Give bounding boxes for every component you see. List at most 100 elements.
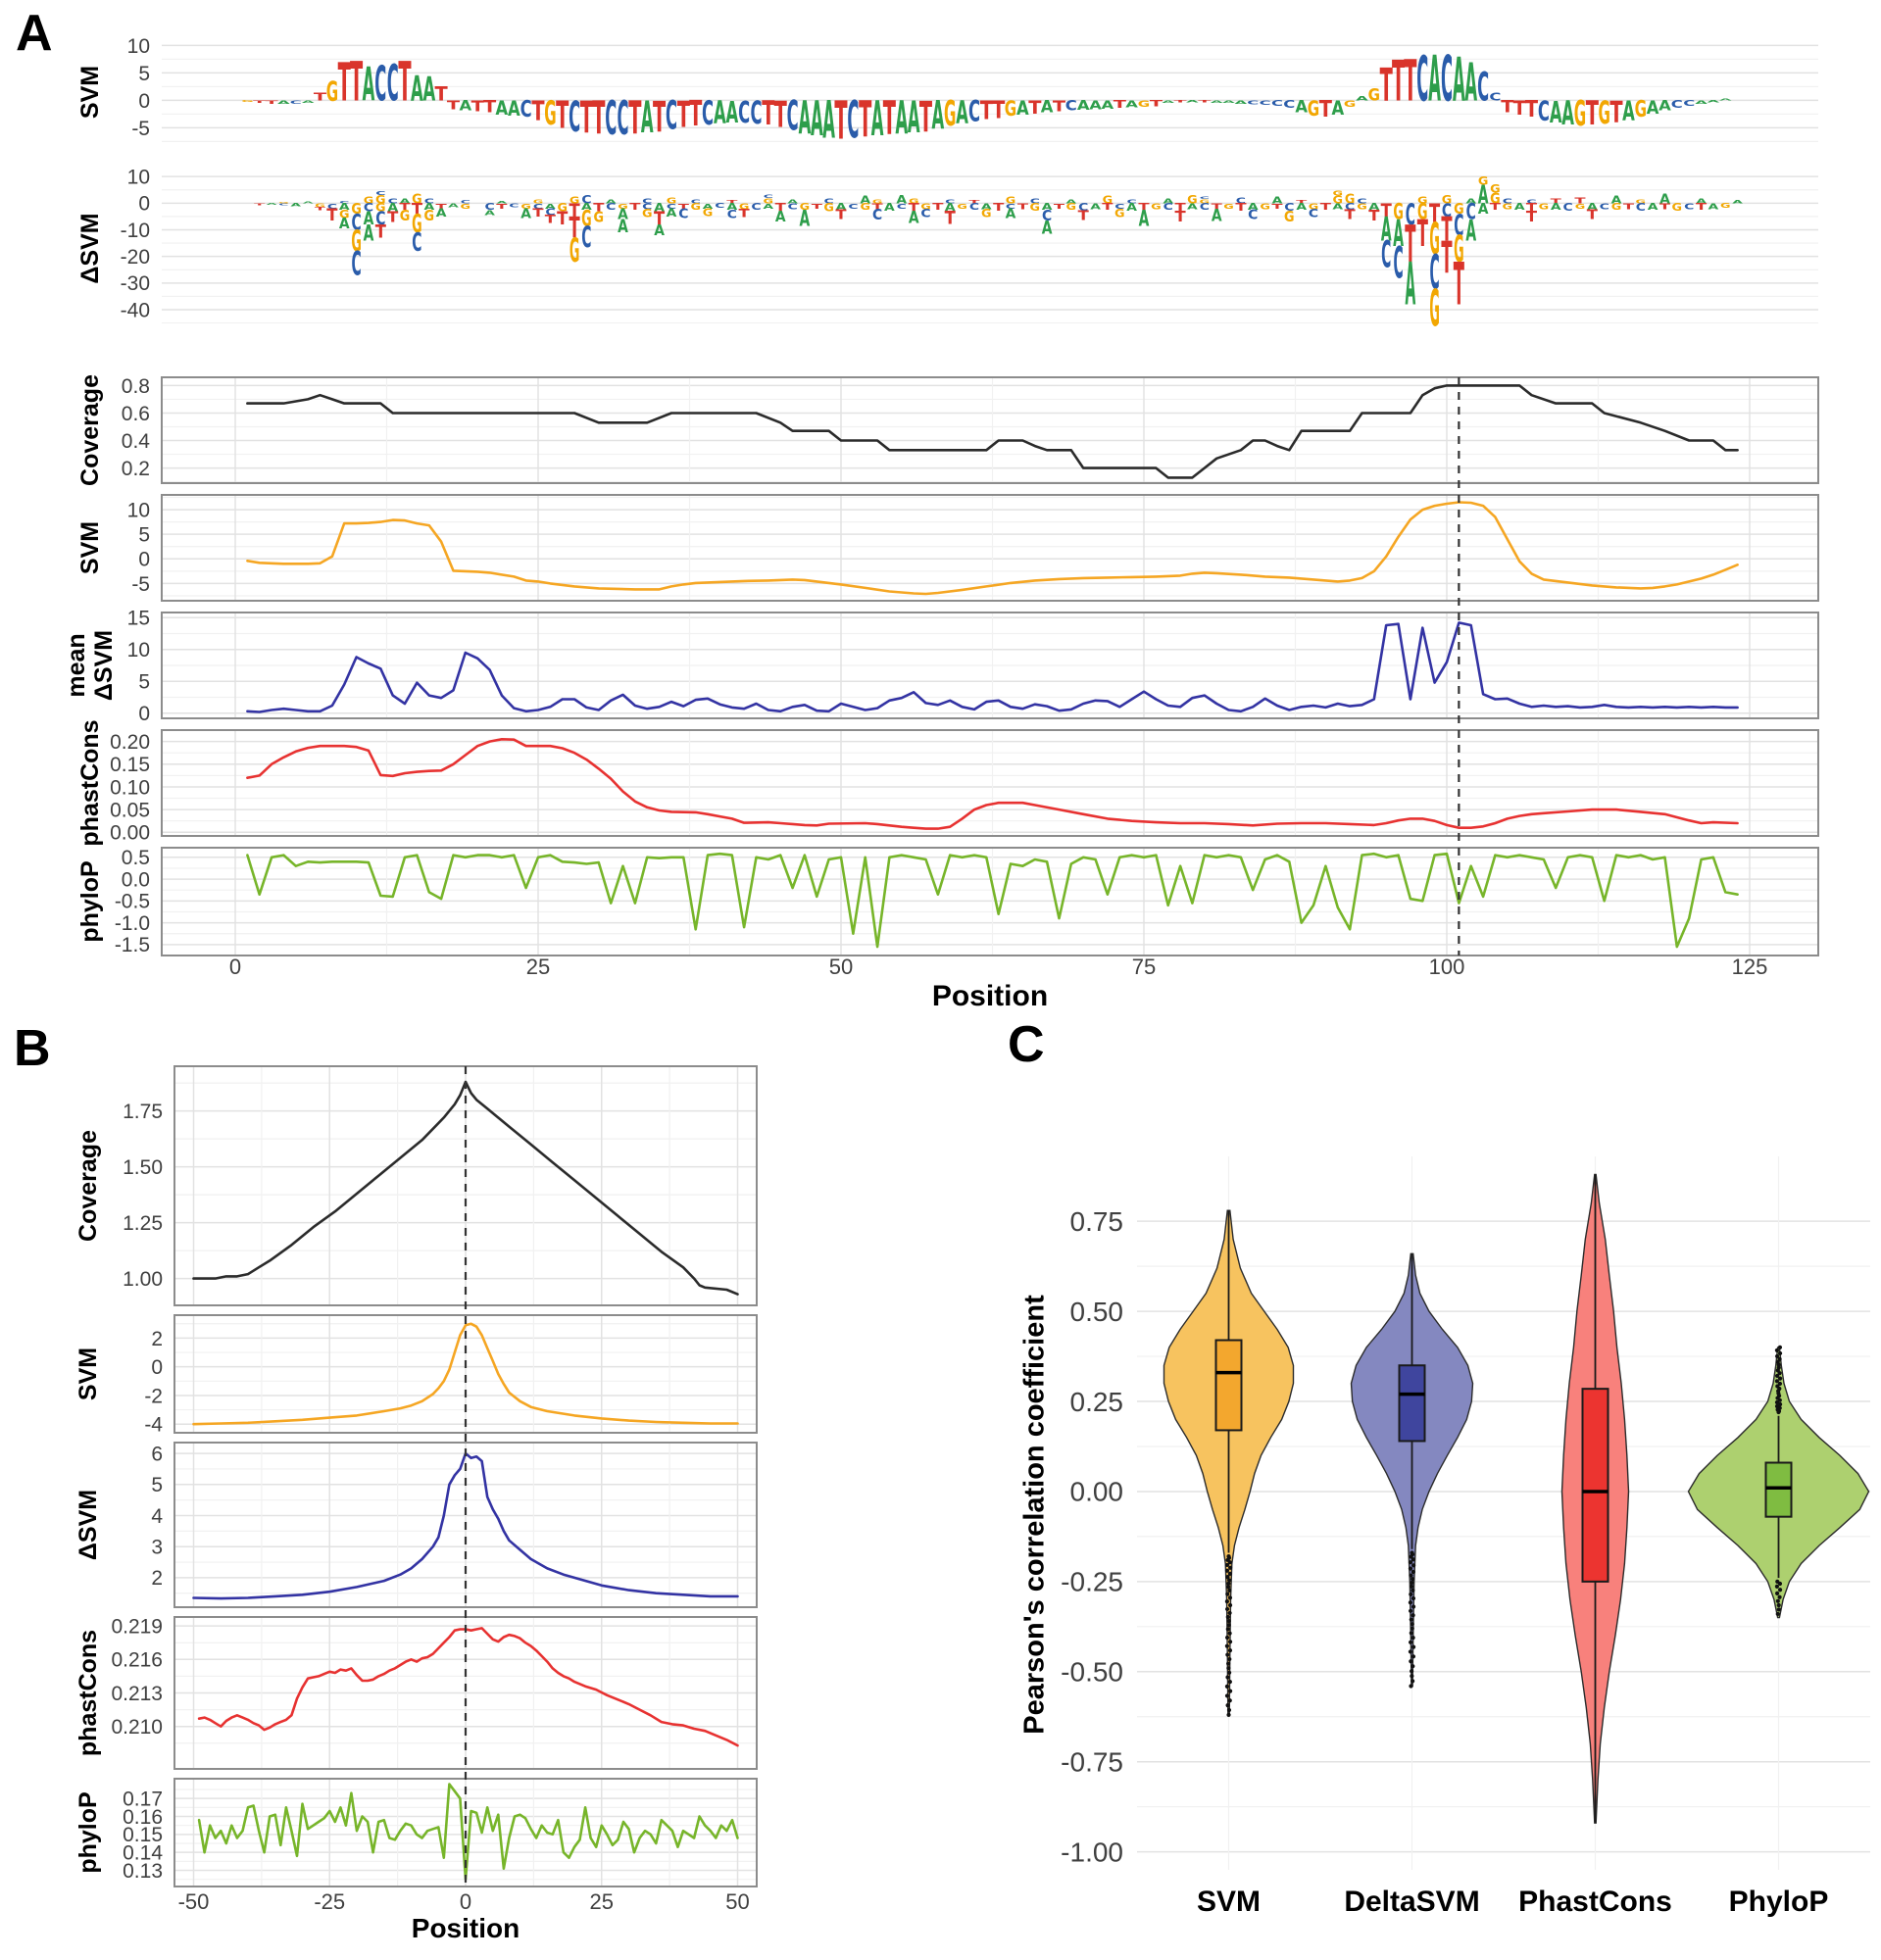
a_logo_dsvm-letter-C: C	[375, 190, 385, 196]
a_phastcons-line	[246, 737, 1739, 830]
a_logo_svm-letter-T: T	[314, 90, 327, 103]
a_mdsvm-ytick: 10	[127, 639, 150, 662]
a_mdsvm-ylabel: ΔSVM	[90, 630, 118, 701]
b_svm-ytick: 0	[151, 1356, 163, 1379]
a_logo_dsvm-letter-G: G	[1393, 200, 1404, 225]
b_svm-ylabel: SVM	[74, 1348, 102, 1400]
violin-SVM-outlier	[1224, 1599, 1230, 1604]
violin-PhyloP-outlier	[1774, 1373, 1780, 1379]
a_logo_dsvm-letter-T: T	[1696, 202, 1708, 212]
a_logo_dsvm-letter-C: C	[642, 201, 652, 211]
a_logo_svm-letter-A: A	[1102, 99, 1114, 112]
violin-SVM-outlier	[1226, 1623, 1231, 1628]
a_logo_dsvm-letter-G: G	[1309, 202, 1319, 212]
a_logo_dsvm-letter-A: A	[1514, 201, 1526, 212]
a_logo_dsvm-letter-G: G	[618, 202, 628, 211]
a_logo_svm-letter-T: T	[531, 95, 545, 126]
a_logo_dsvm-letter-T: T	[1296, 199, 1308, 204]
a_logo_svm-ytick: -5	[131, 118, 150, 140]
a_logo_dsvm-letter-T: T	[254, 203, 265, 207]
a_logo_dsvm-letter-T: T	[812, 202, 823, 211]
a_logo_svm-letter-C: C	[968, 95, 980, 129]
a_coverage-ytick: 0.8	[122, 375, 150, 398]
a_logo_svm-ytick: 0	[138, 90, 150, 113]
a_logo_dsvm-letter-G: G	[364, 195, 374, 206]
a_logo_dsvm-letter-A: A	[1406, 252, 1416, 319]
a_logo_dsvm-letter-C: C	[848, 202, 858, 211]
a_logo_dsvm-ytick: -20	[121, 246, 150, 269]
a_logo_dsvm-letter-G: G	[1187, 193, 1198, 206]
a_logo_svm-letter-C: C	[387, 54, 399, 112]
violin-SVM-outlier	[1224, 1684, 1230, 1689]
a_logo_svm-letter-T: T	[1028, 97, 1041, 118]
a_logo_dsvm-letter-A: A	[884, 202, 895, 214]
a_logo_svm-letter-A: A	[908, 92, 920, 143]
a_logo_svm-letter-T: T	[266, 100, 279, 105]
violin-PhyloP-outlier	[1775, 1598, 1780, 1603]
violin-SVM-outlier	[1227, 1640, 1233, 1644]
a_logo_dsvm-letter-A: A	[1587, 201, 1599, 212]
a_logo_dsvm-letter-C: C	[1563, 202, 1573, 214]
b_phastcons-ytick: 0.210	[111, 1716, 163, 1739]
a_logo_svm-letter-C: C	[1683, 99, 1695, 108]
a_logo_dsvm-letter-T: T	[399, 202, 411, 212]
violin-DeltaSVM-outlier	[1409, 1684, 1413, 1689]
a_logo_svm-letter-C: C	[1489, 91, 1501, 103]
a_phastcons-ytick: 0.15	[110, 754, 150, 776]
a_logo_dsvm-letter-T: T	[1526, 208, 1538, 225]
a_logo_dsvm-letter-A: A	[1368, 201, 1380, 212]
violin-DeltaSVM-outlier	[1411, 1664, 1415, 1669]
a_logo_svm-letter-C: C	[1441, 42, 1453, 116]
a_logo_dsvm-letter-A: A	[1042, 218, 1053, 239]
a_phylop-ytick: -0.5	[115, 891, 150, 913]
a_logo_svm-letter-A: A	[822, 91, 835, 151]
a_logo_dsvm-letter-A: A	[1478, 202, 1490, 219]
a_logo_dsvm-letter-C: C	[1006, 202, 1015, 211]
a_logo_dsvm-letter-C: C	[1114, 202, 1124, 211]
a_logo_dsvm-letter-G: G	[642, 207, 653, 220]
a_logo_svm-letter-C: C	[605, 92, 617, 146]
violin-PhyloP-outlier	[1774, 1403, 1780, 1409]
violin-SVM-outlier	[1227, 1647, 1233, 1653]
a_logo_svm-letter-C: C	[1247, 99, 1259, 105]
a_phastcons-ytick: 0.00	[110, 822, 150, 845]
a_logo_dsvm-letter-T: T	[326, 206, 338, 224]
c-ytick: 0.50	[1070, 1297, 1124, 1327]
a_logo_svm-letter-T: T	[834, 90, 847, 152]
a_logo_dsvm-letter-T: T	[1441, 232, 1452, 283]
a_logo_svm-letter-A: A	[1186, 100, 1200, 104]
a_logo_dsvm-letter-A: A	[339, 201, 351, 212]
a_logo_dsvm-letter-G: G	[860, 202, 870, 213]
a_logo_dsvm-letter-A: A	[775, 209, 787, 225]
a_logo_dsvm-letter-T: T	[1235, 202, 1247, 214]
a_logo_dsvm-letter-A: A	[726, 201, 738, 212]
a_logo_dsvm-letter-C: C	[1200, 201, 1210, 212]
b_coverage-ytick: 1.75	[123, 1101, 163, 1123]
a_logo_dsvm-letter-T: T	[1417, 212, 1428, 255]
a_logo_dsvm-letter-C: C	[388, 197, 398, 206]
b_svm-ytick: 2	[151, 1328, 163, 1350]
a_phylop-ylabel: phyloP	[76, 860, 104, 942]
a_logo_dsvm-letter-G: G	[764, 197, 774, 206]
a_logo_dsvm-letter-G: G	[557, 201, 568, 214]
a_logo_svm-letter-A: A	[1077, 98, 1090, 113]
violin-SVM-outlier	[1227, 1680, 1232, 1685]
a_logo_svm-letter-T: T	[1392, 49, 1405, 114]
a_logo_dsvm-letter-G: G	[703, 207, 714, 219]
a_logo_dsvm-letter-T: T	[932, 202, 944, 212]
a_logo_dsvm-letter-G: G	[375, 201, 386, 214]
a_logo_dsvm-letter-G: G	[1151, 202, 1162, 212]
a_logo_dsvm-letter-A: A	[400, 197, 411, 206]
a_logo_svm-letter-T: T	[1586, 94, 1599, 132]
a_logo_dsvm-letter-T: T	[1102, 202, 1114, 212]
a_logo_svm-letter-T: T	[1609, 95, 1623, 130]
a_logo_dsvm-letter-T: T	[593, 202, 605, 215]
violin-DeltaSVM-outlier	[1411, 1654, 1416, 1659]
violin-SVM-outlier	[1226, 1666, 1231, 1671]
a_logo_dsvm-letter-G: G	[981, 207, 992, 220]
a_logo_dsvm-letter-C: C	[1284, 202, 1294, 214]
b_dsvm-panel-border	[173, 1442, 758, 1608]
a_logo_svm-letter-A: A	[1235, 100, 1249, 105]
a_logo_svm-letter-C: C	[1283, 99, 1295, 111]
a_logo_svm-letter-A: A	[1125, 99, 1138, 111]
